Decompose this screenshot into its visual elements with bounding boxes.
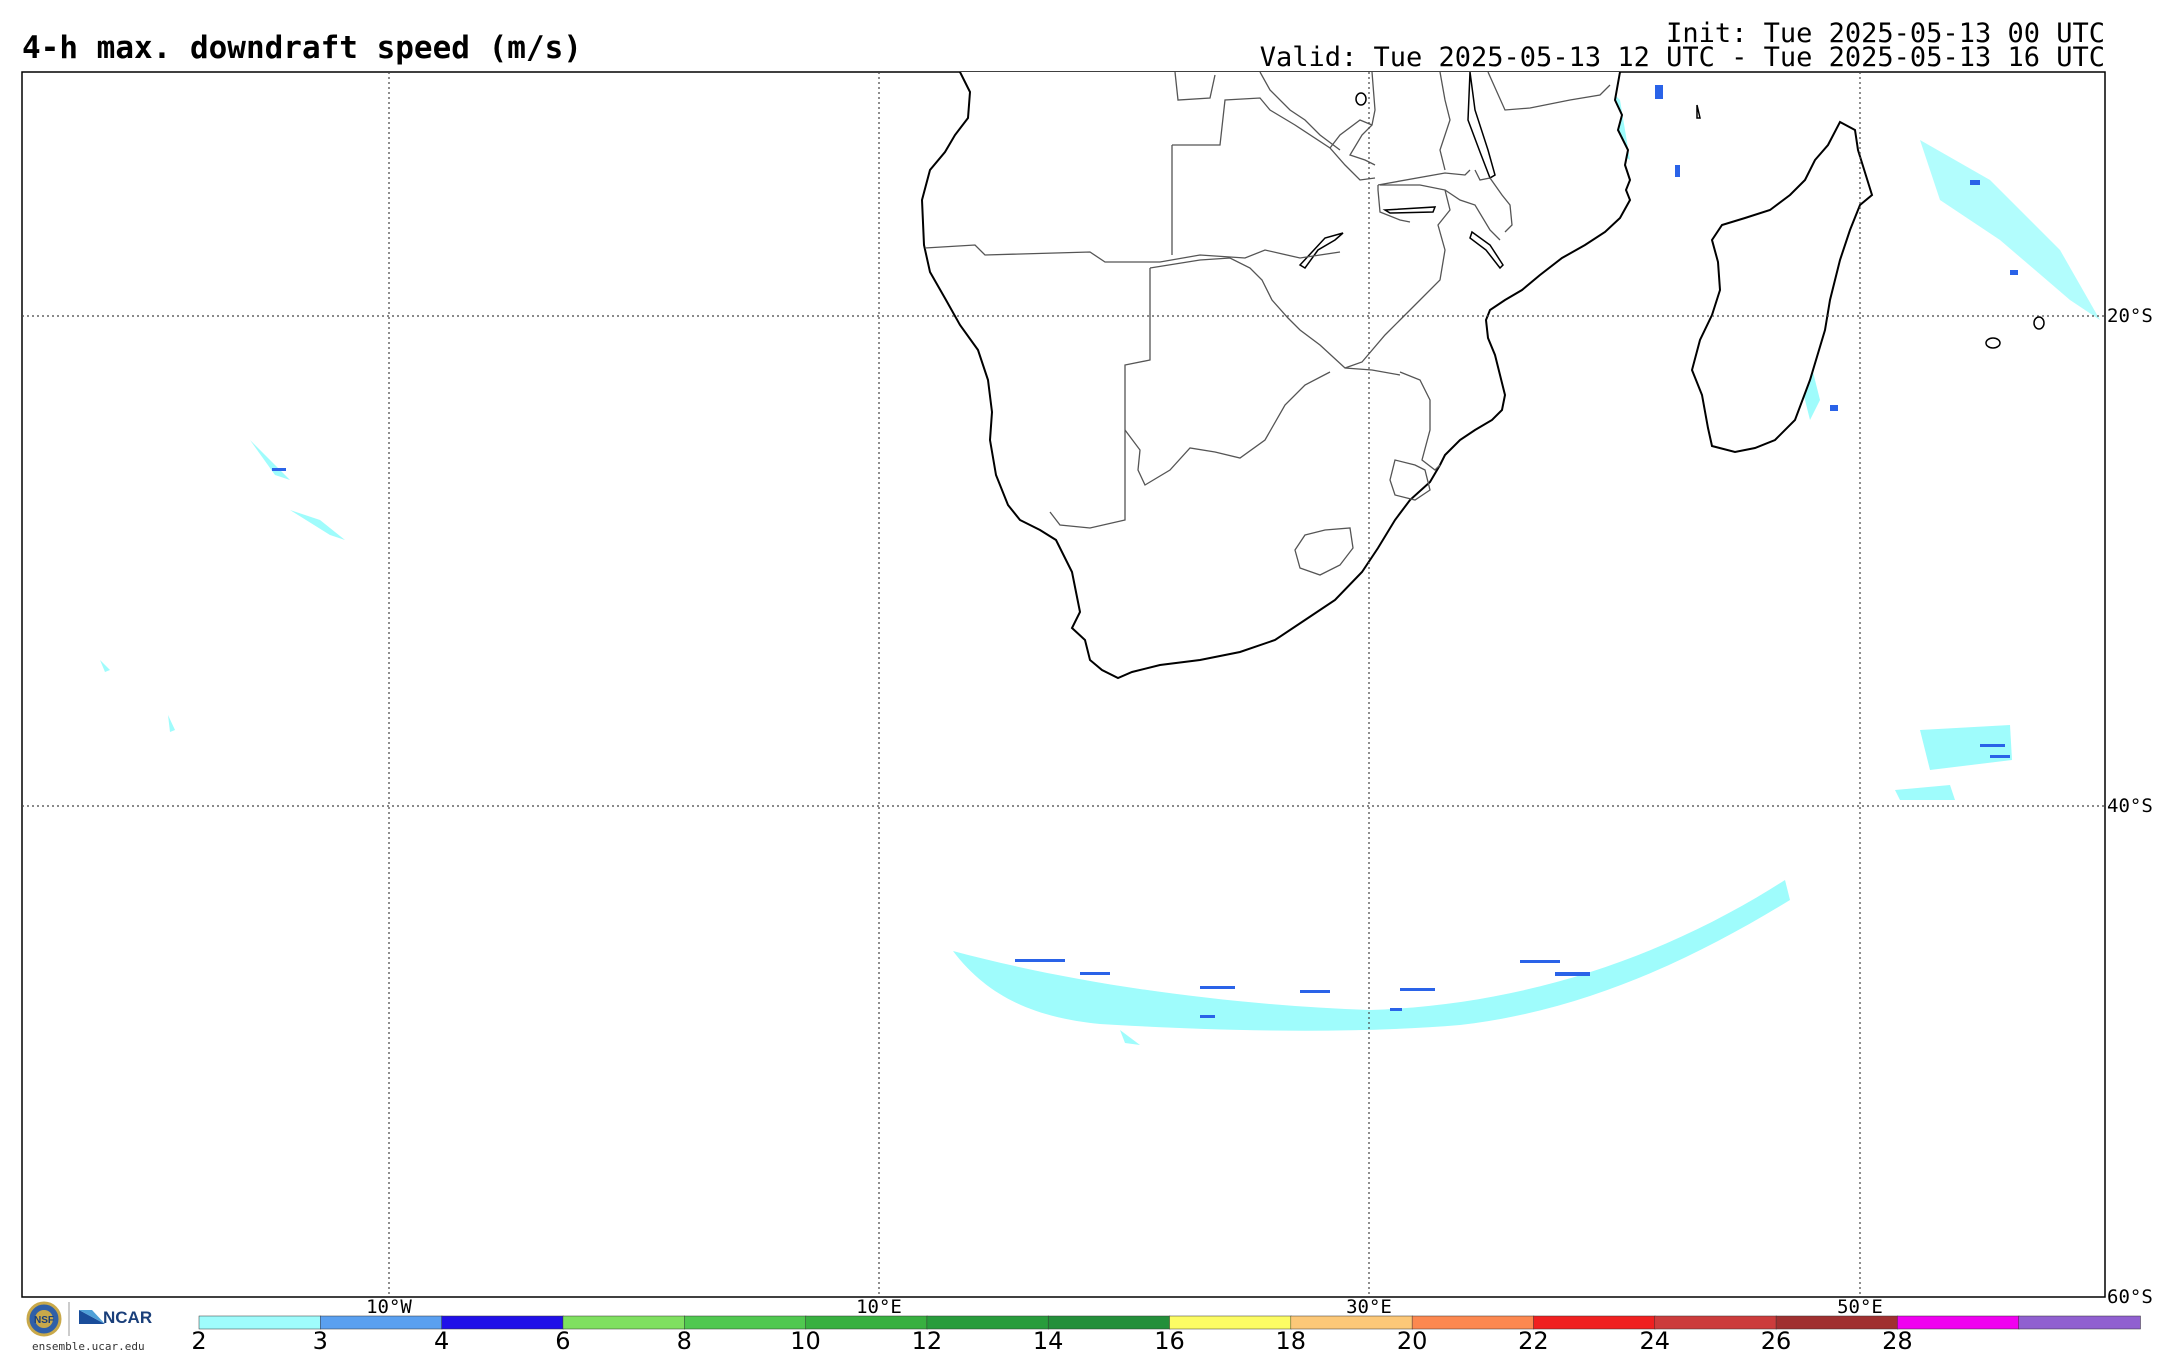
colorbar-swatch (441, 1315, 564, 1330)
colorbar-swatch (1290, 1315, 1413, 1330)
colorbar-swatch (562, 1315, 685, 1330)
colorbar-tick-label: 12 (912, 1327, 943, 1354)
colorbar-swatch (1897, 1315, 2020, 1330)
colorbar-tick-label: 22 (1518, 1327, 1549, 1354)
colorbar-swatch (1533, 1315, 1656, 1330)
graticule (22, 72, 2105, 1297)
colorbar-swatch (1411, 1315, 1535, 1330)
colorbar-tick-label: 16 (1154, 1327, 1185, 1354)
colorbar-swatch (1775, 1315, 1899, 1330)
valid-time: Valid: Tue 2025-05-13 12 UTC - Tue 2025-… (1259, 42, 2105, 73)
lon-label-10e: 10°E (856, 1296, 902, 1318)
colorbar-swatch (198, 1315, 322, 1330)
colorbar-tick-label: 2 (191, 1327, 206, 1354)
init-time: Init: Tue 2025-05-13 00 UTC (1666, 18, 2105, 49)
colorbar-swatch (684, 1315, 807, 1330)
colorbar-tick-label: 20 (1397, 1327, 1428, 1354)
lon-label-50e: 50°E (1837, 1296, 1883, 1318)
colorbar-swatch (320, 1315, 443, 1330)
colorbar: 2 3 4 6 8 10 12 14 16 18 20 22 24 26 28 (191, 1315, 2141, 1354)
site-url: ensemble.ucar.edu (32, 1340, 145, 1353)
colorbar-swatch (1654, 1315, 1777, 1330)
lat-label-60s: 60°S (2107, 1286, 2153, 1308)
colorbar-tick-label: 14 (1033, 1327, 1064, 1354)
colorbar-tick-label: 8 (677, 1327, 692, 1354)
svg-text:NSF: NSF (34, 1315, 54, 1326)
colorbar-tick-label: 18 (1276, 1327, 1307, 1354)
colorbar-swatch (926, 1315, 1049, 1330)
colorbar-swatch (805, 1315, 928, 1330)
colorbar-tick-label: 6 (555, 1327, 570, 1354)
ncar-wordmark: NCAR (103, 1308, 153, 1327)
colorbar-tick-label: 26 (1761, 1327, 1792, 1354)
colorbar-tick-label: 24 (1639, 1327, 1670, 1354)
lon-label-30e: 30°E (1346, 1296, 1392, 1318)
colorbar-tick-label: 3 (313, 1327, 328, 1354)
colorbar-tick-label: 10 (790, 1327, 821, 1354)
colorbar-swatch (1169, 1315, 1292, 1330)
nsf-logo-icon: NSF (26, 1301, 62, 1337)
lat-label-20s: 20°S (2107, 305, 2153, 327)
colorbar-tick-label: 4 (434, 1327, 449, 1354)
colorbar-swatch (2018, 1315, 2141, 1330)
colorbar-tick-label: 28 (1882, 1327, 1913, 1354)
map-title: 4-h max. downdraft speed (m/s) (22, 30, 582, 66)
ncar-logo-icon (79, 1310, 105, 1324)
lat-label-40s: 40°S (2107, 795, 2153, 817)
country-borders (924, 72, 1611, 576)
colorbar-swatch (1047, 1315, 1171, 1330)
lon-label-10w: 10°W (366, 1296, 412, 1318)
